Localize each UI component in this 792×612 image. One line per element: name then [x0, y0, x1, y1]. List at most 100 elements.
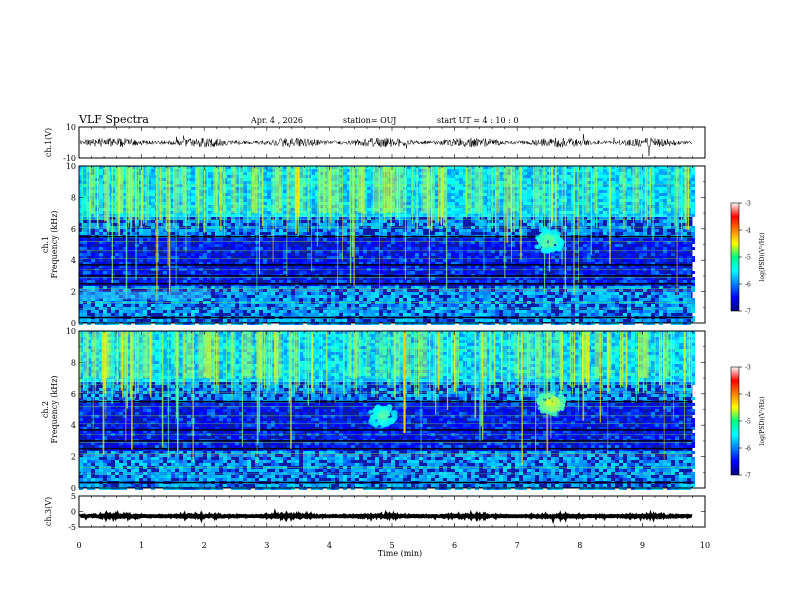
- spectrogram-cell: [483, 214, 487, 217]
- ch1-waveform-panel: 10-10 ch.1(V): [44, 123, 706, 163]
- spectrogram-cell: [515, 202, 519, 205]
- spectrogram-cell: [327, 175, 331, 178]
- spectrogram-cell: [567, 211, 571, 214]
- spectrogram-cell: [151, 199, 155, 202]
- spectrogram-cell: [307, 247, 311, 250]
- spectrogram-cell: [247, 193, 251, 196]
- spectrogram-cell: [599, 175, 603, 178]
- spectrogram-cell: [279, 262, 283, 265]
- spectrogram-cell: [659, 214, 663, 217]
- spectrogram-cell: [399, 211, 403, 214]
- spectrogram-cell: [359, 175, 363, 178]
- spectrogram-cell: [491, 208, 495, 211]
- spectrogram-cell: [159, 244, 163, 247]
- spectrogram-cell: [195, 253, 199, 256]
- spectrogram-cell: [499, 253, 503, 256]
- spectrogram-cell: [463, 187, 467, 190]
- spectrogram-cell: [287, 169, 291, 172]
- spectrogram-cell: [623, 256, 627, 259]
- spectrogram-cell: [231, 172, 235, 175]
- spectrogram-cell: [263, 193, 267, 196]
- spectrogram-cell: [131, 205, 135, 208]
- spectrogram-cell: [383, 232, 387, 235]
- spectrogram-cell: [287, 175, 291, 178]
- spectrogram-cell: [603, 175, 607, 178]
- spectrogram-cell: [163, 205, 167, 208]
- spectrogram-cell: [583, 256, 587, 259]
- spectrogram-cell: [375, 178, 379, 181]
- spectrogram-cell: [343, 232, 347, 235]
- spectrogram-cell: [387, 175, 391, 178]
- spectrogram-cell: [339, 181, 343, 184]
- spectrogram-cell: [415, 232, 419, 235]
- spectrogram-cell: [303, 193, 307, 196]
- spectrogram-cell: [203, 250, 207, 253]
- spectrogram-cell: [495, 181, 499, 184]
- spectrogram-cell: [263, 196, 267, 199]
- spectrogram-cell: [103, 217, 107, 220]
- spectrogram-cell: [475, 181, 479, 184]
- spectrogram-cell: [347, 256, 351, 259]
- spectrogram-cell: [435, 238, 439, 241]
- spectrogram-cell: [275, 223, 279, 226]
- spectrogram-cell: [143, 175, 147, 178]
- spectrogram-cell: [319, 187, 323, 190]
- spectrogram-cell: [583, 199, 587, 202]
- spectrogram-cell: [455, 208, 459, 211]
- spectrogram-cell: [471, 238, 475, 241]
- spectrogram-cell: [451, 178, 455, 181]
- spectrogram-cell: [431, 205, 435, 208]
- spectrogram-cell: [215, 229, 219, 232]
- spectrogram-cell: [655, 166, 659, 169]
- spectrogram-cell: [359, 205, 363, 208]
- spectrogram-cell: [251, 190, 255, 193]
- spectrogram-cell: [467, 271, 471, 274]
- spectrogram-cell: [335, 202, 339, 205]
- spectrogram-cell: [143, 250, 147, 253]
- spectrogram-cell: [555, 220, 559, 223]
- spectrogram-cell: [311, 178, 315, 181]
- spectrogram-cell: [303, 169, 307, 172]
- spectrogram-cell: [451, 199, 455, 202]
- spectrogram-cell: [191, 184, 195, 187]
- spectrogram-cell: [379, 220, 383, 223]
- spectrogram-cell: [687, 241, 691, 244]
- spectrogram-cell: [515, 232, 519, 235]
- spectrogram-cell: [571, 214, 575, 217]
- spectrogram-cell: [375, 169, 379, 172]
- spectrogram-cell: [567, 196, 571, 199]
- spectrogram-cell: [115, 184, 119, 187]
- spectrogram-cell: [523, 262, 527, 265]
- spectrogram-cell: [651, 271, 655, 274]
- spectrogram-cell: [175, 262, 179, 265]
- spectrogram-cell: [591, 178, 595, 181]
- spectrogram-cell: [611, 232, 615, 235]
- spectrogram-cell: [191, 169, 195, 172]
- spectrogram-cell: [283, 232, 287, 235]
- spectrogram-cell: [295, 181, 299, 184]
- spectrogram-cell: [627, 241, 631, 244]
- spectrogram-cell: [319, 211, 323, 214]
- spectrogram-cell: [107, 196, 111, 199]
- spectrogram-cell: [227, 199, 231, 202]
- spectrogram-cell: [455, 202, 459, 205]
- spectrogram-cell: [235, 181, 239, 184]
- spectrogram-cell: [251, 271, 255, 274]
- spectrogram-cell: [327, 184, 331, 187]
- spectrogram-cell: [123, 238, 127, 241]
- spectrogram-cell: [303, 223, 307, 226]
- spectrogram-cell: [559, 223, 563, 226]
- spectrogram-cell: [655, 190, 659, 193]
- spectrogram-cell: [663, 199, 667, 202]
- spectrogram-cell: [435, 223, 439, 226]
- spectrogram-cell: [567, 238, 571, 241]
- spectrogram-cell: [335, 214, 339, 217]
- spectrogram-cell: [451, 169, 455, 172]
- spectrogram-cell: [267, 178, 271, 181]
- spectrogram-cell: [323, 184, 327, 187]
- spectrogram-cell: [663, 253, 667, 256]
- spectrogram-cell: [175, 199, 179, 202]
- spectrogram-cell: [107, 172, 111, 175]
- spectrogram-cell: [567, 220, 571, 223]
- spectrogram-cell: [171, 175, 175, 178]
